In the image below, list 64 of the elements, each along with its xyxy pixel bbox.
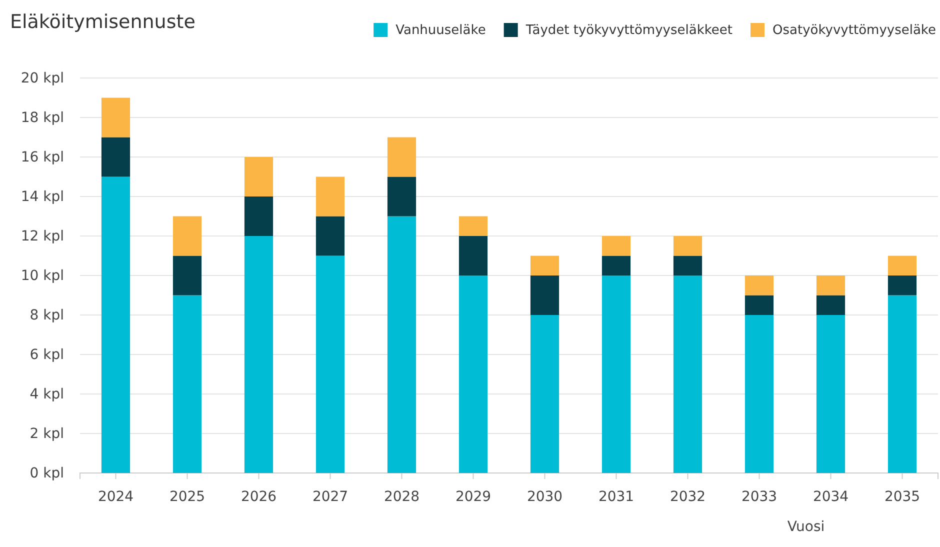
y-tick-label: 4 kpl [30, 386, 64, 402]
x-tick-label: 2026 [240, 488, 277, 505]
bar [172, 216, 202, 256]
x-tick-label: 2031 [598, 488, 634, 505]
bar [602, 236, 631, 256]
bar [244, 157, 274, 196]
bar [316, 176, 345, 216]
bar [530, 256, 560, 276]
x-tick-label: 2027 [312, 488, 348, 505]
chart-title: Eläköitymisennuste [10, 11, 196, 33]
y-tick-label: 18 kpl [20, 110, 64, 126]
bar [101, 176, 130, 473]
bar [602, 276, 631, 473]
legend-label: Täydet työkyvyttömyyseläkkeet [524, 23, 733, 38]
x-tick-label: 2030 [526, 488, 563, 505]
legend-label: Vanhuuseläke [396, 23, 486, 38]
x-tick-label: 2028 [384, 488, 420, 505]
y-tick-label: 20 kpl [20, 70, 64, 86]
y-tick-label: 8 kpl [30, 307, 64, 324]
bar [816, 295, 846, 315]
bar [888, 276, 917, 296]
y-tick-label: 14 kpl [20, 188, 64, 205]
x-tick-label: 2029 [455, 488, 492, 505]
legend-label: Osatyökyvyttömyyseläke [772, 23, 936, 38]
bar [244, 196, 274, 236]
y-tick-label: 16 kpl [20, 149, 64, 166]
bar [888, 295, 917, 473]
bar [673, 256, 702, 276]
bar [172, 295, 202, 473]
x-tick-label: 2034 [812, 488, 849, 505]
x-tick-label: 2032 [670, 488, 706, 505]
bar [673, 276, 702, 473]
bar [530, 276, 560, 315]
bar [744, 276, 774, 296]
x-axis-title: Vuosi [787, 519, 825, 535]
x-tick-label: 2035 [884, 488, 920, 505]
bar [673, 236, 702, 256]
y-tick-label: 6 kpl [30, 346, 64, 363]
bar [458, 216, 488, 236]
bar [816, 276, 846, 296]
y-tick-label: 10 kpl [20, 268, 64, 284]
x-tick-label: 2024 [98, 488, 134, 505]
bar [744, 295, 774, 315]
bar [101, 98, 130, 138]
bar [458, 276, 488, 473]
x-tick-label: 2025 [169, 488, 206, 505]
y-tick-label: 2 kpl [30, 426, 64, 442]
bar [530, 315, 560, 473]
bar [387, 216, 416, 473]
bar [458, 236, 488, 276]
bar [244, 236, 274, 473]
x-tick-label: 2033 [741, 488, 778, 505]
bar [316, 216, 345, 256]
bar [172, 256, 202, 296]
y-tick-label: 12 kpl [20, 228, 64, 244]
y-tick-label: 0 kpl [30, 465, 64, 482]
bar [387, 137, 416, 177]
bar [744, 315, 774, 473]
bar [101, 137, 130, 177]
bar [888, 256, 917, 276]
bar [387, 176, 416, 216]
bar [316, 256, 345, 473]
bar [816, 315, 846, 473]
bar [602, 256, 631, 276]
